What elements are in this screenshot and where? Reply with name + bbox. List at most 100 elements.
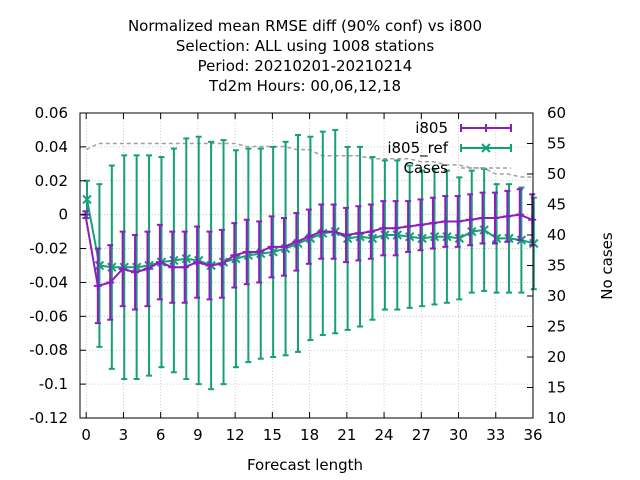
y-tick-label: 0.02	[35, 172, 68, 190]
y2-tick-label: 60	[547, 104, 566, 122]
y2-tick-label: 35	[547, 257, 566, 275]
x-tick-label: 18	[300, 426, 319, 444]
i805-point	[528, 215, 537, 224]
chart-title: Normalized mean RMSE diff (90% conf) vs …	[128, 17, 482, 95]
title-line-2: Selection: ALL using 1008 stations	[176, 37, 435, 55]
i805-point	[106, 278, 115, 287]
i805-point	[478, 214, 487, 223]
x-tick-label: 9	[193, 426, 203, 444]
i805-point	[118, 264, 127, 273]
y-axis-left: -0.12 -0.1 -0.08 -0.06 -0.04 -0.02 0 0.02 0.04 0.…	[29, 104, 86, 427]
x-tick-label: 6	[156, 426, 166, 444]
legend-sample-marker	[481, 143, 491, 153]
i805-point	[366, 227, 375, 236]
y-axis-right: 10 15 20 25 30 35 40 45 50 55 60	[527, 104, 566, 427]
legend-label-i805: i805	[415, 119, 448, 137]
i805-point	[180, 263, 189, 272]
legend-samples	[460, 124, 512, 169]
legend-label-i805-ref: i805_ref	[387, 139, 448, 158]
i805-point	[155, 258, 164, 267]
y-tick-label: -0.04	[29, 273, 68, 291]
y2-tick-label: 55	[547, 135, 566, 153]
i805-ref-point	[107, 262, 117, 272]
y-tick-label: -0.06	[29, 307, 68, 325]
i805-point	[379, 224, 388, 233]
y-tick-label: -0.02	[29, 240, 68, 258]
i805-point	[490, 214, 499, 223]
y-tick-label: -0.12	[29, 409, 68, 427]
i805-point	[292, 237, 301, 246]
i805-point	[354, 229, 363, 238]
i805-point	[168, 263, 177, 272]
y2-tick-label: 10	[547, 409, 566, 427]
i805-point	[515, 210, 524, 219]
x-tick-label: 30	[449, 426, 468, 444]
legend-sample-marker	[482, 124, 490, 132]
i805-ref-point	[380, 230, 390, 240]
x-tick-label: 33	[486, 426, 505, 444]
x-tick-label: 36	[523, 426, 542, 444]
i805-ref-point	[491, 233, 502, 244]
i805-point	[217, 259, 226, 268]
i805-point	[193, 258, 202, 267]
i805-point	[317, 227, 326, 236]
i805-point	[267, 242, 276, 251]
i805-series	[81, 188, 537, 325]
i805-point	[242, 247, 251, 256]
i805-ref-point	[181, 254, 192, 264]
i805-point	[391, 224, 400, 233]
x-tick-label: 21	[337, 426, 356, 444]
i805-point	[304, 232, 313, 241]
i805-ref-point	[94, 260, 105, 271]
i805-ref-point	[429, 231, 440, 242]
i805-point	[441, 217, 450, 226]
title-line-4: Td2m Hours: 00,06,12,18	[208, 77, 401, 95]
i805-point	[342, 231, 351, 239]
i805-ref-point	[367, 233, 378, 244]
i805-point	[143, 264, 152, 273]
i805-point	[503, 212, 512, 221]
i805-point	[428, 219, 437, 228]
y2-tick-label: 45	[547, 196, 566, 214]
i805-ref-point	[479, 225, 489, 235]
y-tick-label: 0.04	[35, 138, 68, 156]
i805-ref-point	[404, 231, 415, 242]
y2-tick-label: 25	[547, 318, 566, 336]
i805-point	[416, 220, 425, 229]
y2-tick-label: 30	[547, 287, 566, 305]
x-axis-label: Forecast length	[247, 456, 363, 474]
y2-tick-label: 50	[547, 165, 566, 183]
i805-point	[329, 227, 338, 236]
i805-point	[230, 251, 239, 260]
legend-label-cases: Cases	[403, 159, 448, 177]
i805-ref-series	[82, 128, 539, 391]
i805-ref-point	[442, 231, 452, 242]
title-line-3: Period: 20210201-20210214	[198, 57, 413, 75]
y-tick-label: 0.06	[35, 104, 68, 122]
y2-tick-label: 20	[547, 348, 566, 366]
legend: i805 i805_ref Cases	[387, 119, 512, 177]
y-tick-label: -0.08	[29, 341, 68, 359]
i805-ref-point	[392, 230, 402, 240]
i805-point	[93, 281, 102, 290]
x-tick-label: 0	[81, 426, 91, 444]
i805-point	[205, 261, 214, 270]
i805-point	[466, 215, 475, 224]
y2-tick-label: 15	[547, 379, 566, 397]
i805-ref-point	[169, 255, 179, 266]
i805-point	[279, 242, 288, 251]
i805-ref-point	[268, 247, 278, 257]
x-tick-label: 24	[375, 426, 394, 444]
x-tick-label: 12	[226, 426, 245, 444]
y2-tick-label: 40	[547, 226, 566, 244]
title-line-1: Normalized mean RMSE diff (90% conf) vs …	[128, 17, 482, 35]
i805-ref-point	[82, 194, 92, 205]
y-tick-label: -0.1	[39, 375, 68, 393]
i805-ref-point	[131, 262, 142, 272]
i805-point	[404, 222, 413, 231]
x-tick-label: 15	[263, 426, 282, 444]
i805-point	[131, 268, 140, 277]
x-tick-label: 3	[119, 426, 129, 444]
i805-point	[255, 247, 264, 256]
i805-point	[453, 217, 462, 226]
